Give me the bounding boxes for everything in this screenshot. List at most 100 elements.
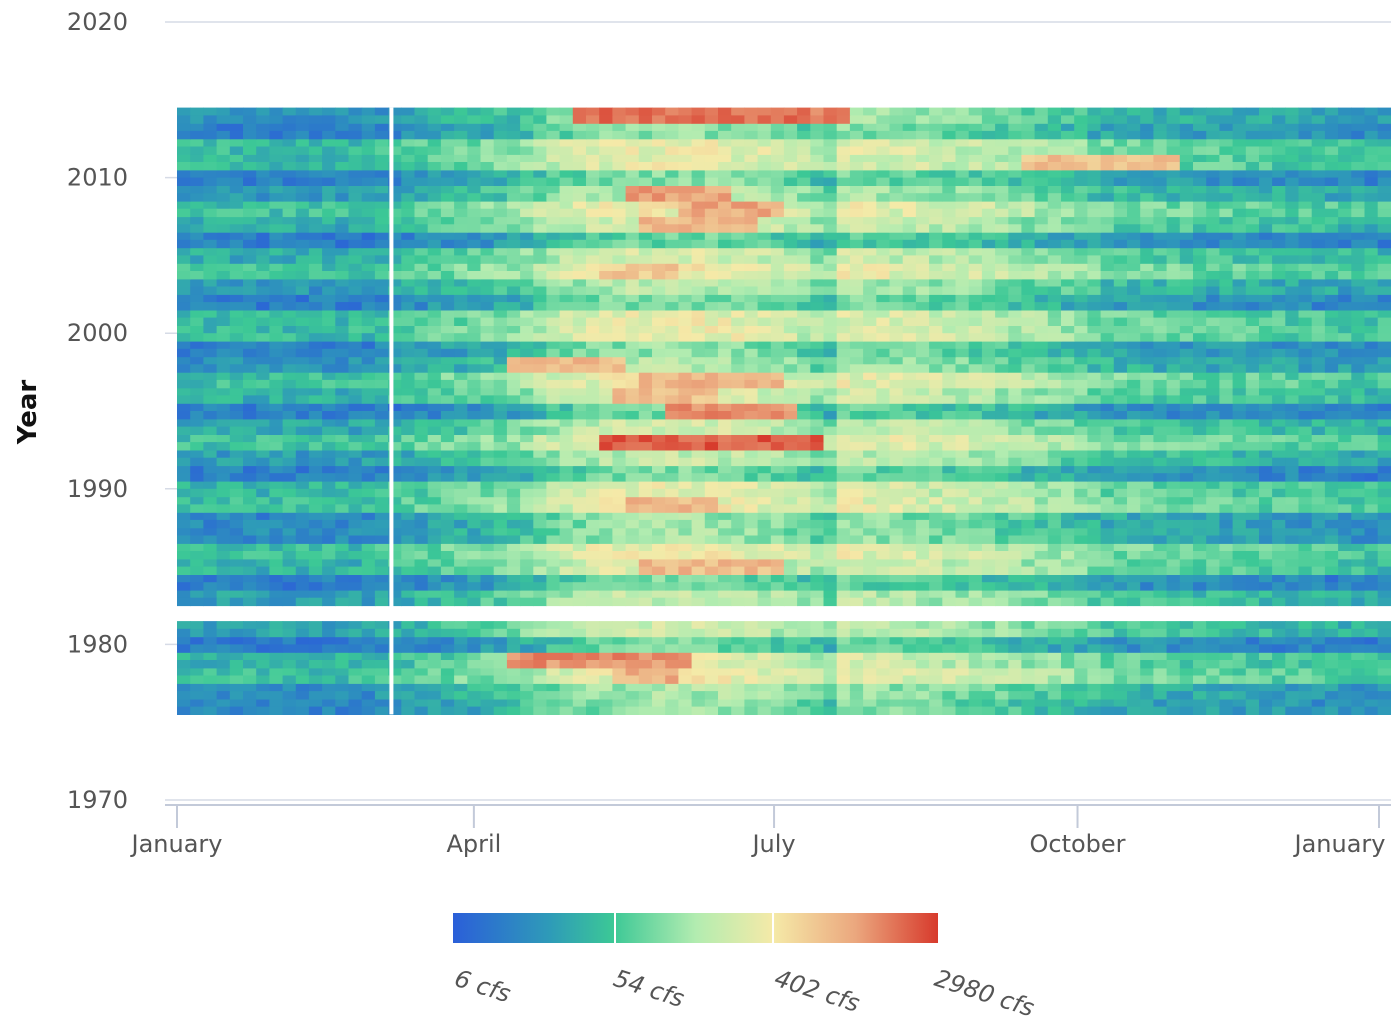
heat-cell xyxy=(612,341,627,350)
heat-cell xyxy=(480,589,495,599)
heat-cell xyxy=(652,286,666,295)
heat-cell xyxy=(546,504,561,513)
heat-cell xyxy=(388,543,402,552)
heat-cell xyxy=(981,660,996,669)
heat-cell xyxy=(361,667,376,677)
heat-cell xyxy=(1324,551,1339,560)
heat-cell xyxy=(718,379,732,389)
heat-cell xyxy=(1166,348,1181,358)
heat-cell xyxy=(823,426,838,435)
heat-cell xyxy=(625,597,640,607)
heat-cell xyxy=(1206,566,1220,575)
heat-cell xyxy=(1166,395,1181,404)
heat-cell xyxy=(704,395,719,404)
heat-cell xyxy=(612,473,627,482)
heat-cell xyxy=(981,504,996,513)
heat-cell xyxy=(1153,481,1168,490)
heat-cell xyxy=(216,278,231,288)
heat-cell xyxy=(1193,652,1207,661)
heat-cell xyxy=(678,660,693,669)
heat-cell xyxy=(454,418,468,428)
heat-cell xyxy=(1377,589,1391,599)
heat-cell xyxy=(876,302,891,311)
heat-cell xyxy=(691,698,706,708)
heat-cell xyxy=(533,403,548,412)
heat-cell xyxy=(572,426,587,435)
heat-cell xyxy=(1113,364,1128,373)
heat-cell xyxy=(1034,527,1049,537)
heat-cell xyxy=(506,566,521,575)
heat-cell xyxy=(348,652,363,661)
heat-cell xyxy=(190,286,204,295)
heat-cell xyxy=(625,644,640,653)
heat-cell xyxy=(1047,543,1062,552)
heat-cell xyxy=(1166,278,1181,288)
heat-cell xyxy=(691,364,706,373)
heat-cell xyxy=(1100,504,1115,513)
heat-cell xyxy=(335,628,350,638)
heat-cell xyxy=(612,395,627,404)
heat-cell xyxy=(599,683,613,692)
heat-cell xyxy=(520,317,534,326)
heat-cell xyxy=(546,527,561,537)
heat-cell xyxy=(520,364,534,373)
heat-cell xyxy=(665,457,679,467)
heat-cell xyxy=(665,278,679,288)
heat-cell xyxy=(1074,449,1088,459)
heat-cell xyxy=(269,652,284,661)
heat-cell xyxy=(1087,302,1102,311)
heat-cell xyxy=(876,488,891,498)
heat-cell xyxy=(823,442,838,451)
heat-cell xyxy=(401,449,416,459)
heat-cell xyxy=(652,628,666,638)
heat-cell xyxy=(1206,317,1220,326)
heat-cell xyxy=(691,434,706,443)
heat-cell xyxy=(269,341,284,350)
heat-cell xyxy=(704,473,719,482)
heat-cell xyxy=(744,551,759,560)
heat-cell xyxy=(942,698,957,708)
heat-cell xyxy=(704,442,719,451)
heat-cell xyxy=(797,309,811,319)
heat-cell xyxy=(467,512,482,521)
heat-cell xyxy=(1021,519,1036,529)
heat-cell xyxy=(467,543,482,552)
heat-cell xyxy=(414,341,429,350)
heat-cell xyxy=(467,325,482,334)
heat-cell xyxy=(1034,558,1049,568)
heat-cell xyxy=(757,667,772,677)
heat-cell xyxy=(586,465,600,474)
heat-cell xyxy=(783,574,798,583)
heat-cell xyxy=(665,535,679,544)
heat-cell xyxy=(1338,558,1352,568)
heat-cell xyxy=(625,364,640,373)
heat-cell xyxy=(1113,706,1128,715)
heat-cell xyxy=(480,457,495,467)
heat-cell xyxy=(559,372,574,381)
heat-cell xyxy=(335,558,350,568)
heat-cell xyxy=(783,566,798,575)
heat-cell xyxy=(744,481,759,490)
heat-cell xyxy=(665,302,679,311)
heat-cell xyxy=(836,582,851,591)
heat-cell xyxy=(1166,535,1181,544)
heat-cell xyxy=(440,341,455,350)
heat-cell xyxy=(1193,683,1207,692)
heat-cell xyxy=(1179,566,1194,575)
heat-cell xyxy=(823,691,838,700)
heat-cell xyxy=(625,543,640,552)
heat-cell xyxy=(810,543,825,552)
heat-cell xyxy=(1311,372,1326,381)
heat-cell xyxy=(282,372,297,381)
heat-cell xyxy=(1127,379,1141,389)
heat-cell xyxy=(256,473,270,482)
heat-cell xyxy=(308,543,323,552)
heat-cell xyxy=(1311,636,1326,645)
heat-cell xyxy=(1127,706,1141,715)
heat-cell xyxy=(783,387,798,397)
heat-cell xyxy=(269,449,284,459)
heat-cell xyxy=(849,512,864,521)
heat-cell xyxy=(1259,698,1273,708)
heat-cell xyxy=(282,667,297,677)
heat-cell xyxy=(955,519,970,529)
